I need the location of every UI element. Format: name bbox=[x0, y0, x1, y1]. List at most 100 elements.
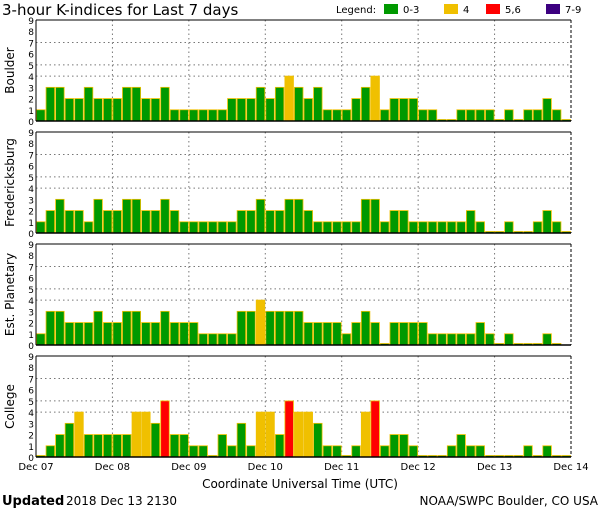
k-index-bar bbox=[160, 198, 170, 234]
k-index-bar bbox=[303, 210, 313, 234]
k-index-bar bbox=[313, 86, 323, 122]
y-tick-label: 9 bbox=[28, 129, 34, 139]
k-index-bar bbox=[246, 445, 256, 458]
k-index-bar bbox=[313, 322, 323, 346]
k-index-bar bbox=[265, 411, 275, 458]
k-index-bar bbox=[542, 445, 552, 458]
k-index-bar bbox=[456, 221, 466, 234]
k-index-bar bbox=[274, 86, 285, 122]
k-index-bar bbox=[179, 434, 189, 458]
k-index-bar bbox=[74, 411, 84, 458]
k-index-bar bbox=[141, 210, 151, 234]
k-index-bar bbox=[255, 198, 266, 234]
k-index-bar bbox=[179, 109, 189, 122]
y-tick-label: 7 bbox=[28, 263, 34, 273]
k-index-bar bbox=[55, 310, 65, 346]
k-index-bar bbox=[332, 221, 342, 234]
k-index-bar bbox=[418, 221, 428, 234]
k-index-bar bbox=[36, 333, 46, 346]
k-index-bar bbox=[64, 322, 75, 346]
k-index-bar bbox=[360, 310, 371, 346]
chart-title: 3-hour K-indices for Last 7 days bbox=[2, 1, 238, 19]
k-index-bar bbox=[102, 434, 113, 458]
y-tick-label: 6 bbox=[28, 163, 34, 173]
k-index-bar bbox=[112, 322, 122, 346]
k-index-bar bbox=[169, 109, 180, 122]
k-index-bar bbox=[504, 109, 514, 122]
y-tick-label: 3 bbox=[28, 84, 34, 94]
y-tick-label: 0 bbox=[28, 454, 34, 464]
k-index-bar bbox=[265, 98, 275, 122]
k-index-bar bbox=[427, 221, 438, 234]
y-tick-label: 8 bbox=[28, 364, 34, 374]
y-tick-label: 7 bbox=[28, 151, 34, 161]
k-index-bar bbox=[160, 310, 170, 346]
x-tick-label: Dec 11 bbox=[324, 462, 359, 473]
k-index-bar bbox=[370, 198, 380, 234]
y-tick-label: 2 bbox=[28, 432, 34, 442]
y-tick-label: 5 bbox=[28, 398, 34, 408]
k-index-bar bbox=[332, 109, 342, 122]
k-index-bar bbox=[255, 86, 266, 122]
k-index-bar bbox=[437, 333, 447, 346]
k-index-bar bbox=[83, 221, 94, 234]
k-index-bar bbox=[64, 98, 75, 122]
k-index-bar bbox=[551, 109, 562, 122]
y-tick-label: 1 bbox=[28, 443, 34, 453]
updated-value: 2018 Dec 13 2130 bbox=[66, 494, 177, 508]
k-index-bar bbox=[389, 322, 399, 346]
k-index-bar bbox=[313, 422, 323, 458]
k-index-bar bbox=[360, 86, 371, 122]
k-index-bar bbox=[45, 310, 56, 346]
panel-label: Boulder bbox=[3, 47, 17, 94]
y-tick-label: 4 bbox=[28, 409, 34, 419]
k-index-bar bbox=[131, 86, 141, 122]
k-index-bar bbox=[274, 434, 285, 458]
k-index-bar bbox=[303, 322, 313, 346]
k-index-bar bbox=[380, 221, 390, 234]
k-index-bar bbox=[370, 400, 380, 458]
y-tick-label: 6 bbox=[28, 387, 34, 397]
k-index-bar bbox=[36, 109, 46, 122]
k-index-bar bbox=[188, 322, 199, 346]
x-tick-label: Dec 07 bbox=[18, 462, 53, 473]
y-tick-label: 0 bbox=[28, 118, 34, 128]
k-index-bar bbox=[36, 221, 46, 234]
k-index-bar bbox=[370, 322, 380, 346]
k-index-bar bbox=[322, 109, 333, 122]
k-index-bar bbox=[169, 210, 180, 234]
legend-swatch-4 bbox=[444, 4, 458, 14]
k-index-bar bbox=[150, 98, 161, 122]
x-tick-label: Dec 08 bbox=[95, 462, 130, 473]
k-index-bar bbox=[341, 221, 352, 234]
k-index-bar bbox=[284, 400, 294, 458]
k-index-bar bbox=[399, 322, 409, 346]
k-index-bar bbox=[408, 322, 419, 346]
k-index-bar bbox=[236, 310, 247, 346]
k-index-bar bbox=[131, 310, 141, 346]
k-index-bar bbox=[294, 310, 304, 346]
k-index-bar bbox=[466, 210, 476, 234]
k-index-bar bbox=[150, 422, 161, 458]
k-index-bar bbox=[160, 400, 170, 458]
k-index-bar bbox=[74, 98, 84, 122]
k-index-bar bbox=[208, 221, 218, 234]
panel-label: College bbox=[3, 384, 17, 429]
k-index-bar bbox=[102, 322, 113, 346]
k-index-bar bbox=[74, 210, 84, 234]
k-index-bar bbox=[456, 434, 466, 458]
k-index-bar bbox=[475, 445, 485, 458]
y-tick-label: 5 bbox=[28, 62, 34, 72]
k-index-bar bbox=[274, 310, 285, 346]
k-index-bar bbox=[284, 310, 294, 346]
k-index-bar bbox=[208, 333, 218, 346]
legend-entry-7-9: 7-9 bbox=[565, 5, 581, 16]
k-index-bar bbox=[427, 109, 438, 122]
y-tick-label: 4 bbox=[28, 185, 34, 195]
legend-entry-4: 4 bbox=[463, 5, 469, 16]
y-tick-label: 7 bbox=[28, 375, 34, 385]
k-index-bar bbox=[198, 445, 208, 458]
y-tick-label: 0 bbox=[28, 230, 34, 240]
